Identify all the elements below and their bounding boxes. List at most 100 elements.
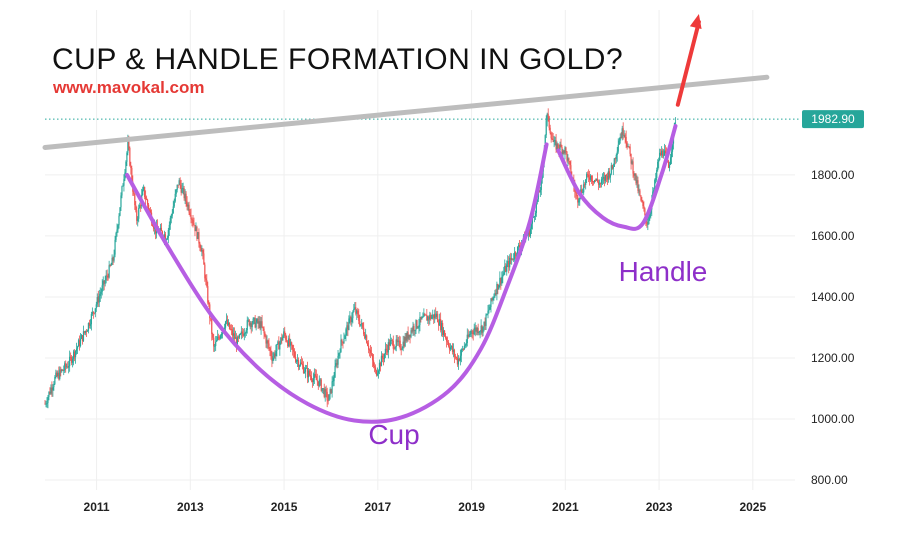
candle-body bbox=[624, 135, 626, 137]
candle-body bbox=[65, 363, 67, 368]
candle-body bbox=[152, 226, 155, 229]
candle-body bbox=[295, 357, 297, 362]
candle-body bbox=[127, 141, 129, 153]
x-tick-label: 2021 bbox=[552, 500, 579, 514]
candle-body bbox=[265, 336, 267, 344]
candle-body bbox=[630, 153, 632, 164]
candle-body bbox=[296, 360, 299, 361]
candle-body bbox=[309, 375, 312, 377]
candle-body bbox=[479, 331, 481, 333]
candle-body bbox=[487, 310, 489, 315]
candle-body bbox=[448, 346, 451, 350]
candle-body bbox=[280, 337, 282, 343]
candle-body bbox=[568, 158, 570, 162]
candle-body bbox=[633, 173, 635, 176]
candle-body bbox=[374, 367, 377, 371]
candle-body bbox=[225, 319, 228, 322]
candle-body bbox=[272, 357, 274, 361]
candle-body bbox=[565, 147, 567, 152]
chart-subtitle[interactable]: www.mavokal.com bbox=[52, 78, 204, 97]
candle-body bbox=[294, 351, 296, 358]
candle-body bbox=[596, 178, 599, 182]
candle-body bbox=[585, 179, 587, 185]
candle-body bbox=[661, 150, 663, 156]
candle-body bbox=[494, 293, 496, 297]
candle-body bbox=[57, 372, 59, 377]
candle-body bbox=[201, 250, 203, 252]
candle-body bbox=[323, 388, 325, 397]
candle-body bbox=[282, 336, 284, 341]
candle-body bbox=[425, 314, 427, 316]
candle-body bbox=[342, 341, 344, 343]
candle-body bbox=[450, 346, 453, 348]
candle-body bbox=[92, 311, 94, 313]
candle-body bbox=[465, 343, 467, 346]
candle-body bbox=[577, 196, 579, 203]
candle-body bbox=[482, 326, 484, 333]
candle-body bbox=[230, 329, 233, 330]
candle-body bbox=[128, 141, 130, 148]
candle-body bbox=[102, 280, 104, 286]
candle-body bbox=[182, 187, 184, 189]
candle-body bbox=[460, 349, 462, 356]
candle-body bbox=[166, 237, 168, 240]
candle-body bbox=[315, 376, 317, 381]
candle-body bbox=[48, 391, 50, 397]
candle-body bbox=[356, 310, 358, 314]
candle-body bbox=[366, 335, 368, 343]
candle-body bbox=[266, 340, 268, 344]
candle-body bbox=[468, 334, 470, 337]
candle-body bbox=[377, 370, 380, 374]
candle-body bbox=[202, 250, 204, 254]
y-tick-label: 1000.00 bbox=[811, 412, 855, 426]
candle-body bbox=[618, 140, 620, 145]
candle-body bbox=[288, 338, 290, 347]
candle-body bbox=[212, 334, 214, 338]
candle-body bbox=[451, 346, 454, 352]
candle-body bbox=[396, 339, 398, 343]
candle-body bbox=[196, 226, 198, 239]
candle-body bbox=[97, 296, 99, 303]
candle-body bbox=[135, 205, 137, 211]
candle-body bbox=[94, 308, 96, 314]
candle-body bbox=[73, 351, 75, 359]
candle-body bbox=[205, 278, 207, 281]
candle-body bbox=[189, 212, 191, 216]
candle-body bbox=[246, 320, 248, 331]
candle-body bbox=[95, 304, 97, 309]
candle-body bbox=[434, 313, 436, 319]
candle-body bbox=[581, 189, 583, 193]
candle-body bbox=[402, 341, 404, 349]
candle-body bbox=[424, 314, 426, 315]
candle-body bbox=[215, 341, 217, 346]
candle-body bbox=[164, 234, 166, 240]
candle-body bbox=[193, 223, 195, 226]
y-tick-label: 800.00 bbox=[811, 473, 848, 487]
candle-body bbox=[620, 137, 622, 138]
candle-body bbox=[600, 179, 603, 184]
candle-body bbox=[531, 217, 534, 224]
candle-body bbox=[404, 336, 406, 347]
candle-body bbox=[322, 388, 324, 389]
candle-body bbox=[477, 328, 479, 334]
candle-body bbox=[458, 358, 460, 361]
candle-body bbox=[84, 330, 87, 333]
candle-body bbox=[76, 346, 79, 349]
candle-body bbox=[389, 340, 391, 346]
candle-body bbox=[124, 172, 126, 180]
candle-body bbox=[252, 318, 254, 324]
candle-body bbox=[235, 337, 238, 346]
candle-body bbox=[367, 342, 369, 346]
candle-body bbox=[617, 144, 619, 152]
candle-body bbox=[440, 319, 442, 331]
candle-body bbox=[490, 298, 492, 308]
candle-body bbox=[247, 319, 249, 321]
candle-body bbox=[438, 322, 440, 326]
candle-body bbox=[432, 314, 434, 317]
candle-body bbox=[501, 276, 503, 284]
breakout-arrow bbox=[675, 20, 701, 107]
candle-body bbox=[499, 277, 501, 286]
candle-body bbox=[452, 349, 455, 352]
candle-body bbox=[179, 180, 181, 186]
candle-body bbox=[439, 319, 441, 326]
